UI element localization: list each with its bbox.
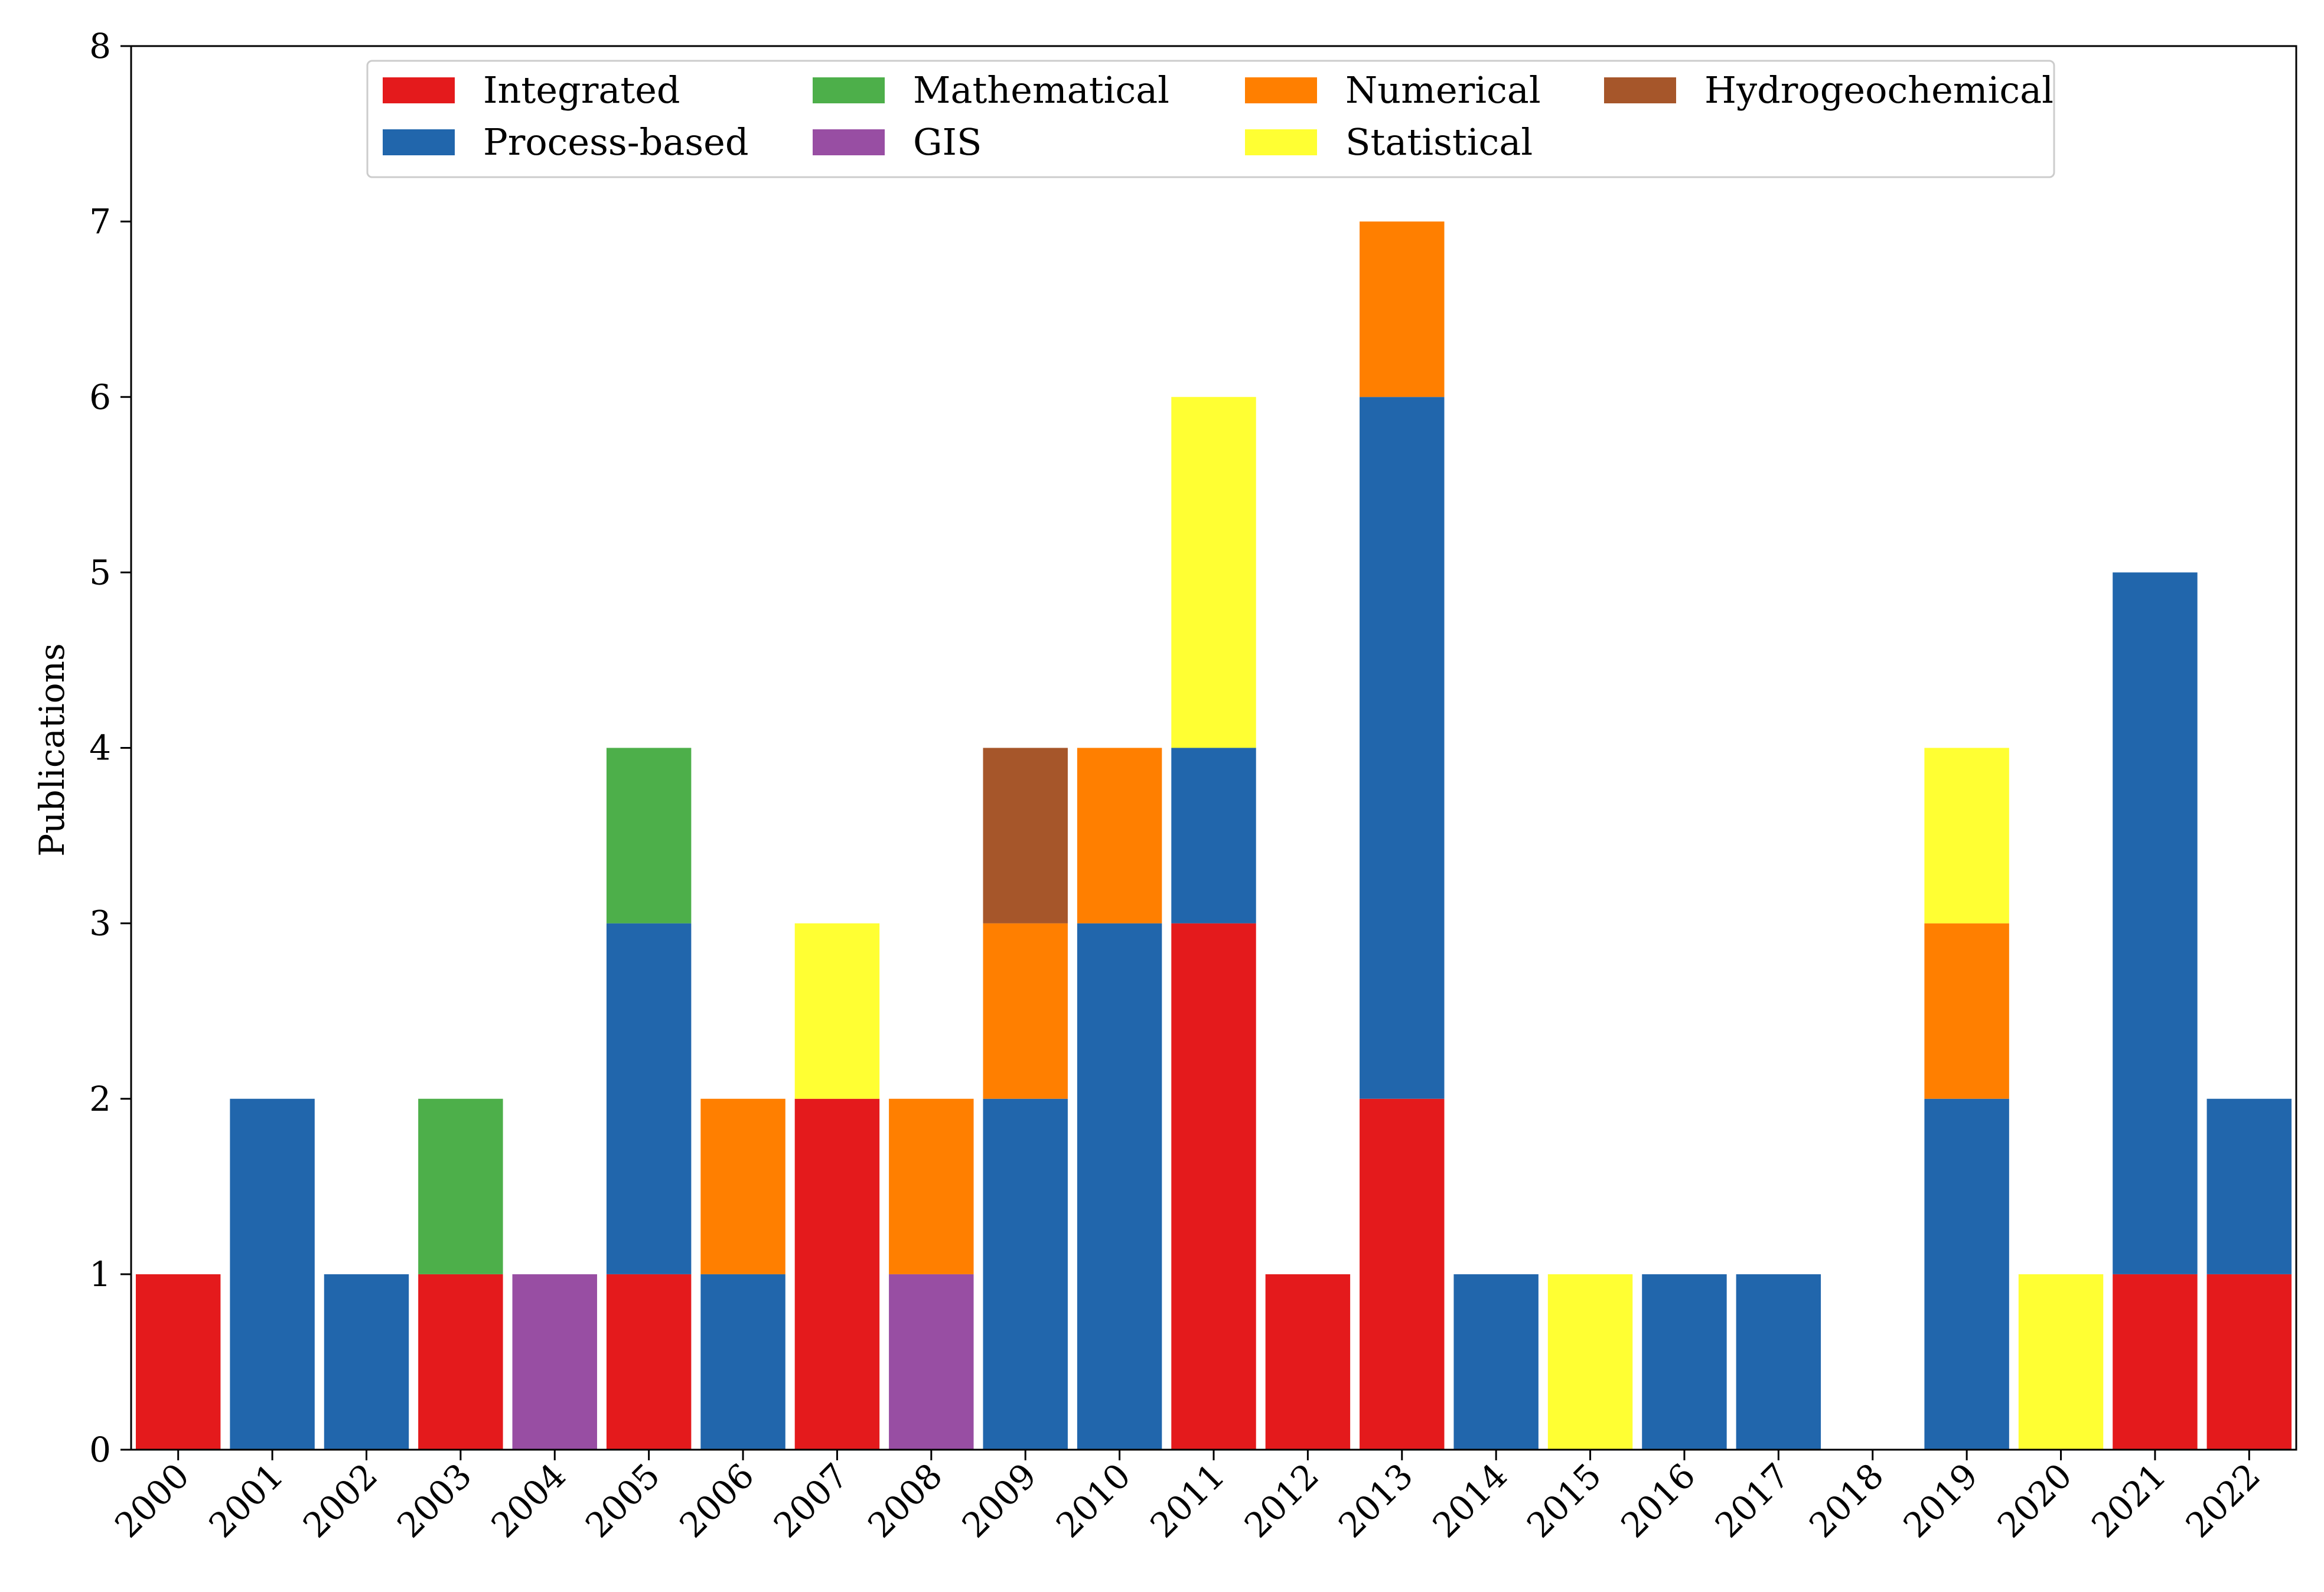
y-tick-label-4: 4 <box>89 728 111 768</box>
bar-segment-2013-numerical <box>1360 221 1445 397</box>
x-tick-label-2005: 2005 <box>578 1456 667 1545</box>
legend-label-mathematical: Mathematical <box>913 68 1169 112</box>
y-tick-label-5: 5 <box>89 552 111 592</box>
legend-label-gis: GIS <box>913 120 982 164</box>
bar-segment-2011-statistical <box>1171 397 1256 748</box>
legend-swatch-process-based <box>383 129 455 155</box>
bar-segment-2009-process-based <box>983 1098 1068 1450</box>
bar-segment-2012-integrated <box>1265 1274 1351 1450</box>
legend-label-numerical: Numerical <box>1345 68 1541 112</box>
x-tick-label-2019: 2019 <box>1896 1456 1986 1545</box>
bar-segment-2019-numerical <box>1924 923 2009 1099</box>
x-tick-label-2013: 2013 <box>1331 1456 1420 1545</box>
bar-segment-2005-integrated <box>606 1274 692 1450</box>
x-tick-label-2017: 2017 <box>1707 1456 1797 1545</box>
legend-label-hydrogeochemical: Hydrogeochemical <box>1704 68 2054 112</box>
bar-segment-2002-process-based <box>324 1274 409 1450</box>
bar-segment-2008-numerical <box>889 1098 974 1274</box>
x-tick-label-2011: 2011 <box>1142 1456 1232 1545</box>
x-tick-label-2021: 2021 <box>2084 1456 2173 1545</box>
legend-swatch-numerical <box>1245 77 1317 103</box>
legend-swatch-mathematical <box>813 77 885 103</box>
y-tick-label-3: 3 <box>89 903 111 944</box>
bar-segment-2020-statistical <box>2018 1274 2104 1450</box>
bar-segment-2022-process-based <box>2206 1098 2292 1274</box>
y-tick-label-6: 6 <box>89 377 111 417</box>
bar-segment-2006-numerical <box>700 1098 785 1274</box>
x-tick-label-2018: 2018 <box>1801 1456 1891 1545</box>
bar-segment-2013-process-based <box>1360 397 1445 1099</box>
bar-segment-2007-integrated <box>794 1098 880 1450</box>
bar-segment-2010-process-based <box>1077 923 1162 1450</box>
x-tick-label-2010: 2010 <box>1048 1456 1138 1545</box>
bar-segment-2009-hydrogeochemical <box>983 748 1068 924</box>
legend-label-integrated: Integrated <box>483 68 680 112</box>
bar-segment-2017-process-based <box>1736 1274 1821 1450</box>
x-tick-label-2007: 2007 <box>766 1456 856 1545</box>
x-tick-label-2015: 2015 <box>1519 1456 1609 1545</box>
y-tick-label-2: 2 <box>89 1079 111 1119</box>
y-tick-label-1: 1 <box>89 1254 111 1294</box>
bar-segment-2003-integrated <box>418 1274 503 1450</box>
bar-segment-2011-integrated <box>1171 923 1256 1450</box>
x-tick-label-2008: 2008 <box>860 1456 950 1545</box>
bar-segment-2013-integrated <box>1360 1098 1445 1450</box>
x-tick-label-2012: 2012 <box>1237 1456 1326 1545</box>
bar-segment-2016-process-based <box>1642 1274 1727 1450</box>
bar-segment-2007-statistical <box>794 923 880 1099</box>
y-tick-label-8: 8 <box>89 26 111 66</box>
legend-swatch-statistical <box>1245 129 1317 155</box>
x-tick-label-2020: 2020 <box>1990 1456 2079 1545</box>
bar-segment-2021-integrated <box>2113 1274 2198 1450</box>
bar-segment-2019-statistical <box>1924 748 2009 924</box>
legend-swatch-gis <box>813 129 885 155</box>
bar-segment-2010-numerical <box>1077 748 1162 924</box>
bar-segment-2014-process-based <box>1453 1274 1539 1450</box>
x-tick-label-2006: 2006 <box>672 1456 761 1545</box>
x-tick-label-2009: 2009 <box>954 1456 1044 1545</box>
x-tick-label-2003: 2003 <box>389 1456 479 1545</box>
legend-swatch-integrated <box>383 77 455 103</box>
bar-segment-2022-integrated <box>2206 1274 2292 1450</box>
x-tick-label-2022: 2022 <box>2178 1456 2268 1545</box>
bar-segment-2005-process-based <box>606 923 692 1274</box>
bar-segment-2006-process-based <box>700 1274 785 1450</box>
bar-segment-2000-integrated <box>135 1274 221 1450</box>
bar-segment-2011-process-based <box>1171 748 1256 924</box>
bar-segment-2004-gis <box>512 1274 597 1450</box>
bar-segment-2015-statistical <box>1547 1274 1633 1450</box>
bar-segment-2003-mathematical <box>418 1098 503 1274</box>
bar-segment-2005-mathematical <box>606 748 692 924</box>
bars-layer <box>135 221 2292 1450</box>
bar-segment-2021-process-based <box>2113 572 2198 1274</box>
x-tick-label-2014: 2014 <box>1425 1456 1515 1545</box>
legend-swatch-hydrogeochemical <box>1604 77 1676 103</box>
bar-segment-2019-process-based <box>1924 1098 2009 1450</box>
x-tick-label-2004: 2004 <box>484 1456 573 1545</box>
x-tick-label-2001: 2001 <box>201 1456 291 1545</box>
y-tick-label-0: 0 <box>89 1430 111 1470</box>
x-tick-label-2016: 2016 <box>1613 1456 1703 1545</box>
x-tick-label-2002: 2002 <box>295 1456 385 1545</box>
y-tick-label-7: 7 <box>89 201 111 242</box>
legend: Integrated Process-based Mathematical GIS Nu… <box>366 60 2055 178</box>
x-tick-label-2000: 2000 <box>107 1456 197 1545</box>
legend-label-process-based: Process-based <box>483 120 749 164</box>
bar-segment-2008-gis <box>889 1274 974 1450</box>
legend-label-statistical: Statistical <box>1345 120 1533 164</box>
y-axis-label: Publications <box>32 643 72 857</box>
bar-segment-2001-process-based <box>230 1098 315 1450</box>
bar-segment-2009-numerical <box>983 923 1068 1099</box>
